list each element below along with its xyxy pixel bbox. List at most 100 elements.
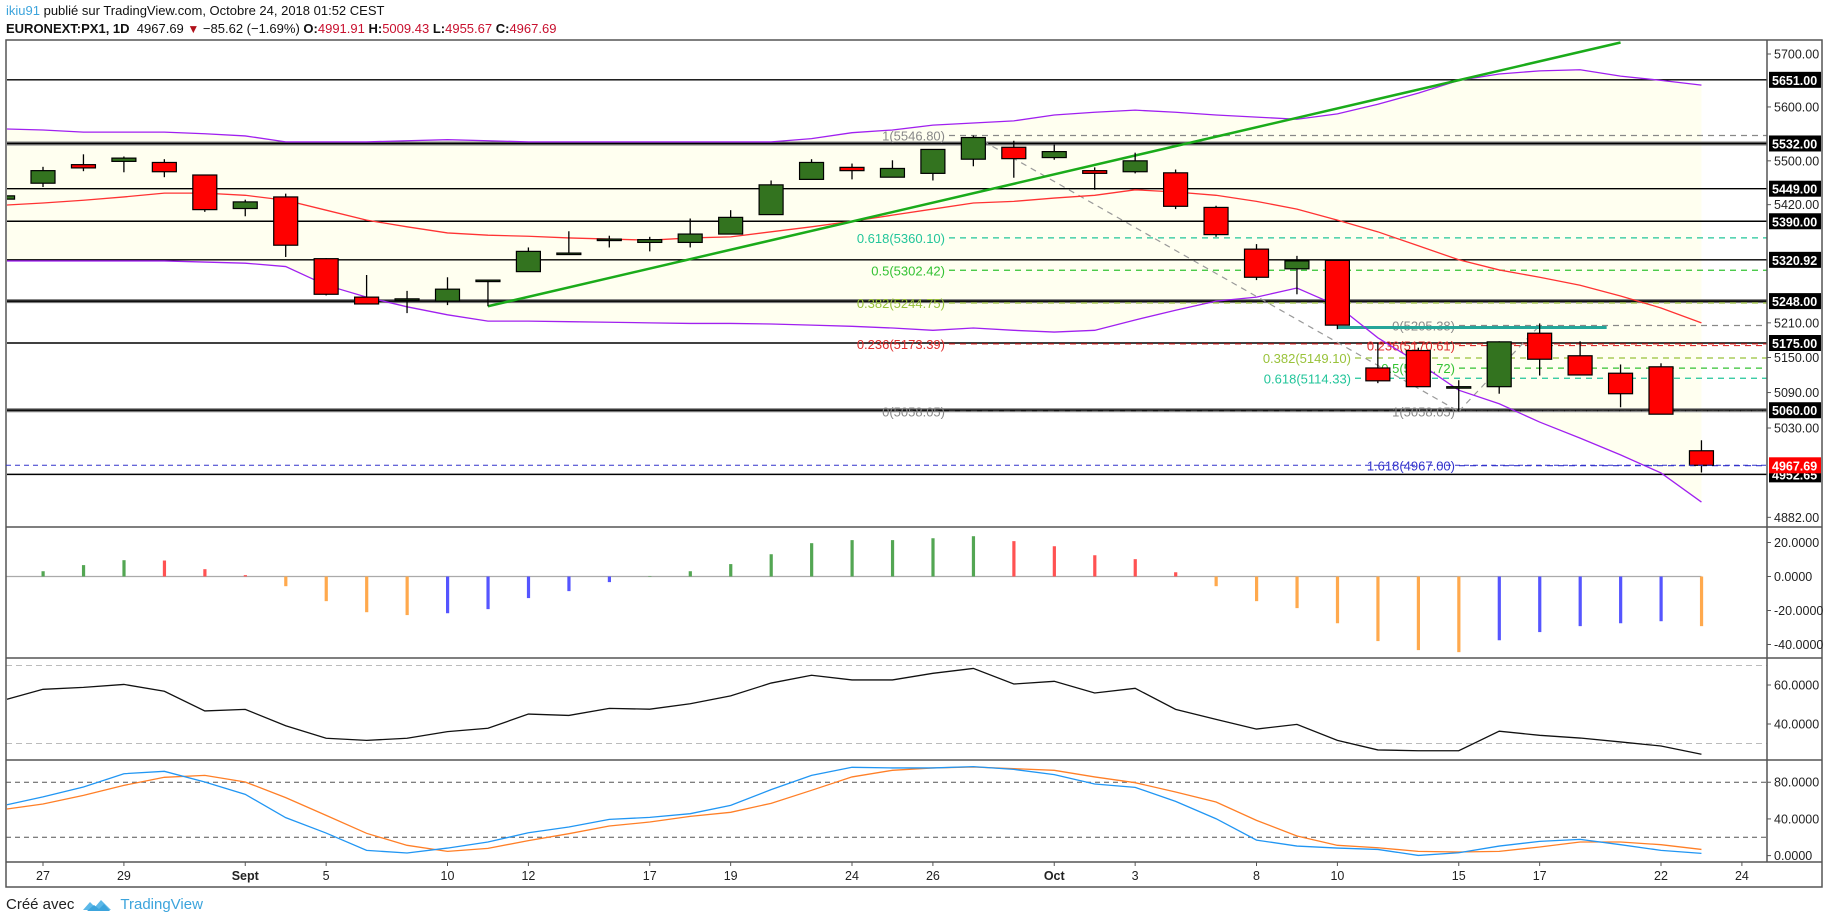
time-tick-label: 3 xyxy=(1132,869,1139,883)
candle-body xyxy=(1688,450,1715,466)
candle-body xyxy=(879,167,906,178)
candle-body xyxy=(718,216,744,235)
candle xyxy=(960,135,986,167)
price-tick-label: 5150.00 xyxy=(1774,351,1819,365)
tradingview-brand-link[interactable]: TradingView xyxy=(120,896,203,913)
candle-body xyxy=(354,296,380,305)
candle xyxy=(354,275,380,305)
fib-1-level-label: 0(5058.05) xyxy=(882,404,945,419)
macd-histogram-bar xyxy=(890,540,895,577)
author-link[interactable]: ikiu91 xyxy=(6,3,40,18)
time-tick-label: 17 xyxy=(643,869,657,883)
macd-histogram-bar xyxy=(122,560,126,577)
level-price-badge xyxy=(1769,180,1821,197)
last-price-badge-label: 4967.69 xyxy=(1772,459,1817,473)
macd-histogram-bar xyxy=(1699,576,1704,627)
stochastic-d-line xyxy=(6,766,1702,853)
candle xyxy=(718,210,744,235)
time-tick-label: 10 xyxy=(441,869,455,883)
level-price-badge-label: 5532.00 xyxy=(1772,137,1817,151)
candle-body xyxy=(1162,172,1189,207)
level-price-badge xyxy=(1769,213,1821,230)
macd-histogram-bar xyxy=(284,576,288,587)
candle xyxy=(556,231,582,256)
level-price-badge-label: 5248.00 xyxy=(1772,295,1817,309)
candle xyxy=(313,258,339,296)
candle-body xyxy=(839,166,865,172)
time-tick-label: 27 xyxy=(36,869,50,883)
price-tick-label: 5420.00 xyxy=(1774,198,1819,212)
macd-histogram-bar xyxy=(1619,576,1623,624)
candle-body xyxy=(7,195,16,200)
time-tick-label: 17 xyxy=(1533,869,1547,883)
macd-histogram-bar xyxy=(1335,576,1340,624)
low-label: L: xyxy=(432,21,446,36)
macd-histogram-bar xyxy=(365,576,369,613)
candle xyxy=(879,160,906,178)
candle xyxy=(1041,144,1067,160)
level-price-badge xyxy=(1769,71,1821,88)
close-value: 4967.69 xyxy=(509,21,557,36)
candle-body xyxy=(1082,170,1108,174)
candle xyxy=(7,195,16,200)
fib-2-level-label: 1(5058.05) xyxy=(1392,404,1455,419)
candle-body xyxy=(677,233,703,244)
level-price-badge-label: 5449.00 xyxy=(1772,183,1817,197)
macd-tick-label: -20.0000 xyxy=(1774,604,1823,618)
rsi-pane[interactable] xyxy=(6,665,1767,755)
candle xyxy=(1243,244,1270,281)
candle xyxy=(839,163,865,180)
level-price-badge-label: 5651.00 xyxy=(1772,74,1817,88)
bollinger-fill xyxy=(7,69,1702,503)
candle xyxy=(1365,343,1391,384)
candle-body xyxy=(1486,341,1512,388)
low-value: 4955.67 xyxy=(445,21,493,36)
macd-histogram-bar xyxy=(162,560,167,577)
macd-histogram-bar xyxy=(486,576,490,610)
publish-info: publié sur TradingView.com, Octobre 24, … xyxy=(43,3,385,18)
macd-histogram-bar xyxy=(567,576,571,592)
macd-pane[interactable] xyxy=(6,536,1704,653)
level-price-badge-label: 5390.00 xyxy=(1772,215,1817,229)
main-pane[interactable]: 1(5546.80) 0.618(5360.10) 0.5(5302.42) 0.38… xyxy=(0,41,1767,503)
macd-histogram-bar xyxy=(1133,559,1137,577)
stochastic-tick-label: 0.0000 xyxy=(1774,849,1812,863)
candle xyxy=(394,290,420,314)
macd-histogram-bar xyxy=(203,569,207,577)
candle xyxy=(475,279,501,307)
level-price-badge xyxy=(1769,335,1821,352)
stochastic-pane[interactable] xyxy=(6,766,1767,857)
candle-body xyxy=(798,161,825,180)
time-tick-label: 24 xyxy=(845,869,859,883)
macd-histogram-bar xyxy=(1012,541,1016,577)
macd-tick-label: -40.0000 xyxy=(1774,638,1823,652)
candle-body xyxy=(1648,366,1674,415)
symbol-name[interactable]: EURONEXT:PX1, 1D xyxy=(6,21,130,36)
fib-2-level-label: 1.618(4967.00) xyxy=(1367,459,1455,474)
time-tick-label: 10 xyxy=(1330,869,1344,883)
open-value: 4991.91 xyxy=(317,21,365,36)
candle xyxy=(1122,152,1148,174)
macd-histogram-bar xyxy=(81,565,86,577)
level-price-badge-label: 5175.00 xyxy=(1772,337,1817,351)
macd-histogram-bar xyxy=(688,571,692,577)
macd-histogram-bar xyxy=(931,538,935,577)
fib-1-level-label: 0.618(5360.10) xyxy=(857,231,945,246)
candle xyxy=(1446,380,1472,412)
candle-body xyxy=(1567,355,1593,376)
price-change: −85.62 (−1.69%) xyxy=(202,21,300,36)
candle-body xyxy=(515,250,542,273)
price-tick-label: 5500.00 xyxy=(1774,154,1819,168)
candle xyxy=(1405,347,1431,388)
triangle-down-icon: ▼ xyxy=(187,22,200,36)
footer: Créé avec TradingView xyxy=(6,896,203,913)
fib-1-level-label: 0.5(5302.42) xyxy=(871,263,945,278)
candle xyxy=(1486,341,1512,394)
candle xyxy=(273,193,299,257)
candle xyxy=(1001,140,1027,178)
candle-body xyxy=(637,239,663,244)
candle-body xyxy=(1365,367,1391,382)
candle-body xyxy=(758,184,784,216)
candle xyxy=(1324,259,1351,330)
